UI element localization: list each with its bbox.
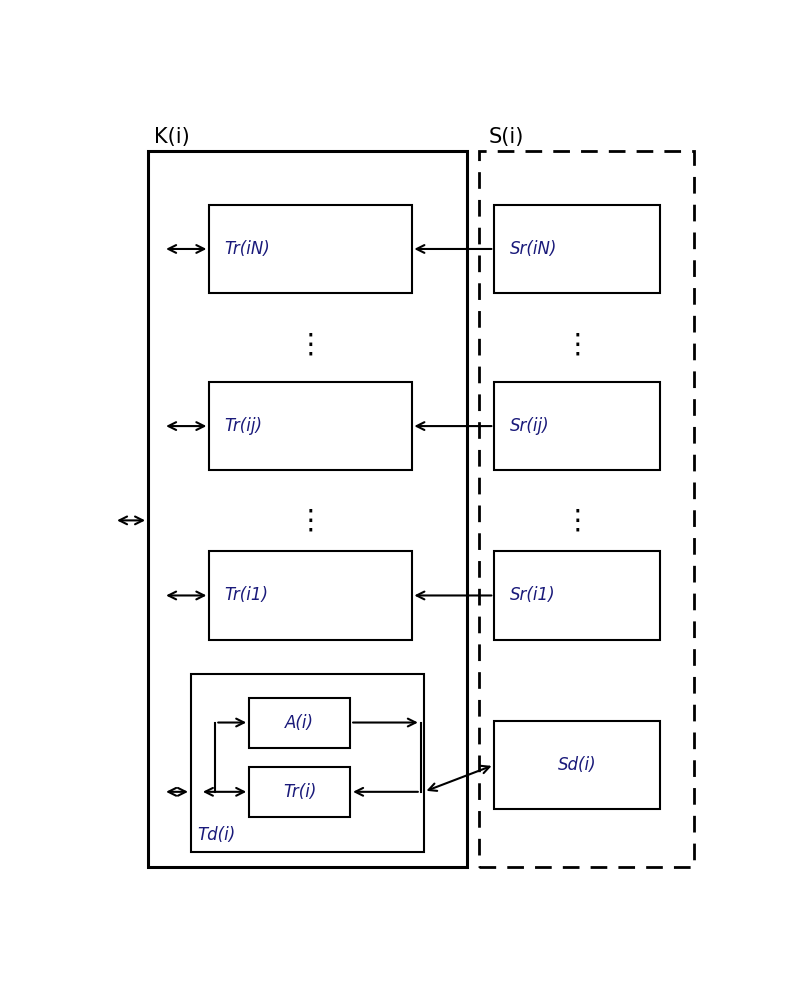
Bar <box>494 551 660 640</box>
Text: ⋮: ⋮ <box>297 331 324 359</box>
Bar <box>148 151 467 867</box>
Bar <box>209 551 411 640</box>
Text: Tr(iN): Tr(iN) <box>225 240 271 258</box>
Bar <box>249 698 350 748</box>
Bar <box>191 674 424 852</box>
Text: Td(i): Td(i) <box>197 826 235 844</box>
Text: S(i): S(i) <box>488 127 524 147</box>
Text: ⋮: ⋮ <box>563 331 591 359</box>
Bar <box>249 767 350 817</box>
Text: Sr(i1): Sr(i1) <box>509 586 555 604</box>
Text: K(i): K(i) <box>154 127 190 147</box>
Bar <box>209 205 411 293</box>
Text: Sd(i): Sd(i) <box>558 756 596 774</box>
Text: Tr(i1): Tr(i1) <box>225 586 269 604</box>
Bar <box>494 382 660 470</box>
Text: Sr(iN): Sr(iN) <box>509 240 557 258</box>
Text: ⋮: ⋮ <box>563 506 591 534</box>
Bar <box>209 382 411 470</box>
Text: Tr(i): Tr(i) <box>283 783 316 801</box>
Text: A(i): A(i) <box>285 714 314 732</box>
Text: ⋮: ⋮ <box>297 506 324 534</box>
Text: Sr(ij): Sr(ij) <box>509 417 549 435</box>
Bar <box>494 721 660 809</box>
Bar <box>479 151 694 867</box>
Bar <box>494 205 660 293</box>
Text: Tr(ij): Tr(ij) <box>225 417 263 435</box>
